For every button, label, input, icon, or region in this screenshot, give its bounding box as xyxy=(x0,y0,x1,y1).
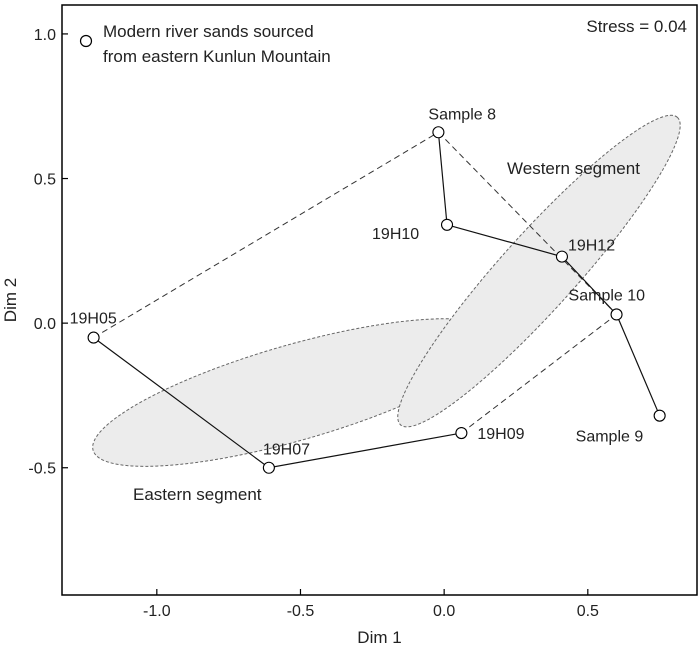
dashed-line-sample-8-sample-10 xyxy=(438,131,617,315)
y-tick-label: 0.0 xyxy=(34,316,56,333)
y-tick-label: 1.0 xyxy=(34,27,56,44)
x-tick-label: -0.5 xyxy=(287,603,315,620)
legend-marker-icon xyxy=(79,34,93,48)
axis-ticks: -1.0 -0.5 0.0 0.5 -0.5 0.0 0.5 1.0 xyxy=(28,27,599,620)
x-tick-label: -1.0 xyxy=(143,603,171,620)
point-label-sample-10: Sample 10 xyxy=(569,287,646,304)
point-label-sample-8: Sample 8 xyxy=(428,106,496,123)
data-point-sample-9 xyxy=(653,409,666,422)
western-segment-label: Western segment xyxy=(507,159,640,178)
y-tick-label: 0.5 xyxy=(34,172,56,189)
point-label-sample-9: Sample 9 xyxy=(576,429,644,446)
y-axis-title: Dim 2 xyxy=(1,278,20,322)
data-point-19h05 xyxy=(87,331,100,344)
data-point-19h07 xyxy=(262,461,275,474)
western-segment-ellipse xyxy=(397,114,681,428)
data-point-sample-8 xyxy=(432,126,445,139)
y-tick-label: -0.5 xyxy=(28,461,56,478)
plot-frame xyxy=(61,4,698,596)
dashed-connectors xyxy=(93,131,617,434)
data-points: 19H05 19H07 19H09 Sample 8 19H10 19H12 Sample … xyxy=(70,106,666,474)
legend-text-line-1: Modern river sands sourced xyxy=(103,22,314,41)
data-point-19h12 xyxy=(555,250,569,263)
stress-value: Stress = 0.04 xyxy=(586,17,687,36)
x-axis-title: Dim 1 xyxy=(357,628,401,647)
data-point-sample-10 xyxy=(610,308,623,321)
legend-text-line-2: from eastern Kunlun Mountain xyxy=(103,47,331,66)
point-label-19h12: 19H12 xyxy=(568,238,615,255)
eastern-segment-label: Eastern segment xyxy=(133,485,262,504)
point-label-19h10: 19H10 xyxy=(372,226,419,243)
point-label-19h07: 19H07 xyxy=(263,442,310,459)
data-point-19h10 xyxy=(440,218,454,231)
dashed-line-19h09-sample-10 xyxy=(461,314,617,434)
x-tick-label: 0.5 xyxy=(577,603,599,620)
dashed-line-19h05-sample-8 xyxy=(93,131,439,339)
point-label-19h09: 19H09 xyxy=(477,426,524,443)
point-label-19h05: 19H05 xyxy=(70,311,117,328)
group-ellipses xyxy=(92,114,681,467)
x-tick-label: 0.0 xyxy=(433,603,455,620)
data-point-19h09 xyxy=(455,426,468,440)
